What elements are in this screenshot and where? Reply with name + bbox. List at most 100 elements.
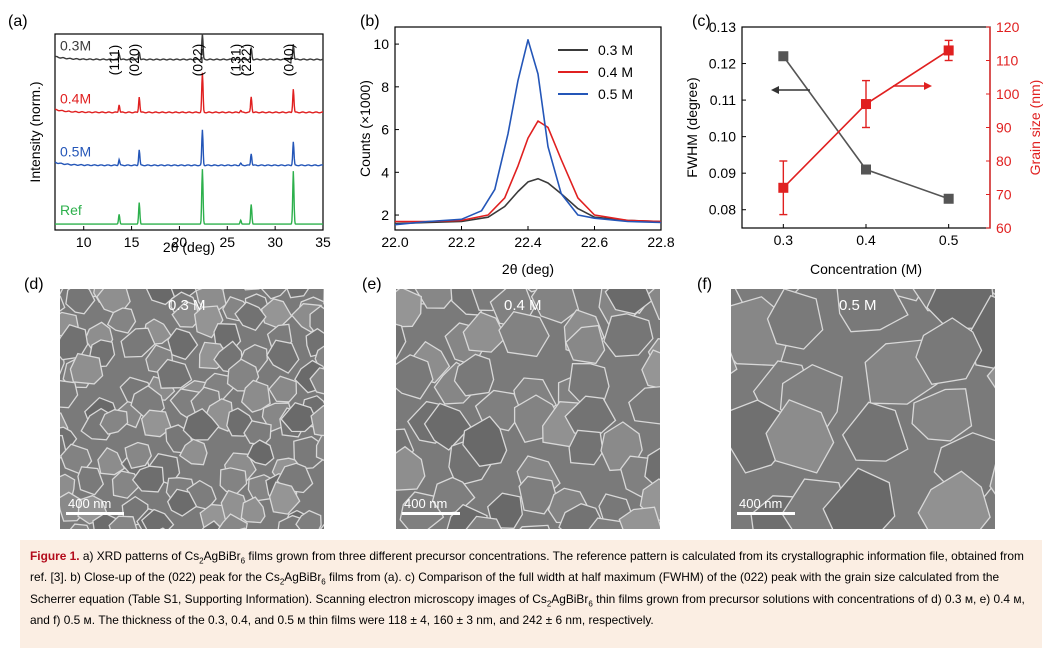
scale-bar: [402, 512, 460, 515]
y-axis-label: Intensity (norm.): [27, 81, 43, 182]
grain: [530, 289, 580, 324]
panel-label-b: (b): [360, 13, 380, 30]
y2-axis-label: Grain size (nm): [1027, 80, 1043, 176]
caption-text: films from (a). c) Comparison of the ful…: [30, 570, 1000, 606]
grain: [106, 307, 137, 334]
series-line-0-4M: [395, 120, 662, 223]
grain: [266, 339, 300, 374]
grain: [219, 467, 248, 495]
grain-marker: [778, 182, 789, 193]
x-tick-label: 20: [172, 234, 188, 250]
grain: [240, 379, 271, 413]
scale-bar: [66, 512, 124, 515]
grain: [396, 289, 422, 328]
peak-annotation: (020): [126, 44, 142, 77]
plot-frame: [54, 33, 324, 231]
series-line-0-5M: [394, 39, 662, 226]
caption-subscript: 2: [546, 599, 552, 609]
grain: [240, 496, 266, 524]
grain: [396, 445, 426, 491]
x-tick-label: 10: [76, 234, 92, 250]
x-axis-label: 2θ (deg): [163, 239, 215, 255]
x-axis-label: 2θ (deg): [502, 261, 554, 277]
series-line-0-3M: [394, 177, 662, 225]
grain: [268, 481, 301, 515]
series-line-0.5m: [54, 129, 324, 167]
grain: [60, 289, 64, 296]
legend-entry: 0.4 M: [598, 64, 633, 80]
y-tick-label: 0.09: [709, 165, 736, 181]
caption-text: AgBiBr: [284, 570, 322, 585]
peak-annotation: (040): [280, 44, 296, 77]
grain: [295, 509, 322, 529]
grain: [603, 313, 654, 358]
series-line-0.4m: [54, 72, 323, 114]
grain: [60, 380, 79, 409]
x-axis-label: Concentration (M): [810, 261, 922, 277]
y-tick-label: 0.12: [709, 56, 736, 72]
sem-image-0-5m: 0.5 M 400 nm: [731, 289, 995, 529]
series-label: 0.5M: [60, 143, 91, 159]
y-tick-label: 6: [381, 122, 389, 138]
x-tick-label: 22.8: [647, 234, 674, 250]
grain: [462, 311, 507, 353]
grain: [178, 438, 208, 466]
y-tick-label: 0.10: [709, 129, 736, 145]
grain: [310, 404, 324, 437]
caption-subscript: 2: [279, 577, 285, 587]
x-tick-label: 22.4: [514, 234, 541, 250]
grain: [519, 524, 550, 529]
y-tick-label: 0.08: [709, 202, 736, 218]
panel-label-a: (a): [8, 13, 28, 30]
figure-charts: (a) 10 15 20 25 30 35 2θ (deg) Intensity (norm.)…: [8, 13, 1043, 277]
grain: [396, 354, 434, 400]
grain: [65, 289, 96, 315]
grain: [453, 353, 495, 397]
y-tick-label: 0.11: [710, 92, 736, 108]
x-tick-label: 0.4: [856, 232, 876, 248]
grain: [917, 470, 991, 529]
grain: [99, 409, 129, 435]
grain: [989, 463, 995, 495]
sem-image-0-3m: 0.3 M 400 nm: [60, 289, 324, 529]
panel-label-d: (d): [24, 276, 44, 293]
x-tick-label: 22.6: [581, 234, 608, 250]
sem-label: 0.4 M: [504, 297, 542, 314]
scale-bar: [737, 512, 795, 515]
y2-tick-label: 110: [996, 53, 1019, 69]
peak-annotation: (022): [189, 44, 205, 77]
grain: [836, 289, 909, 333]
grain: [618, 506, 660, 529]
grain: [120, 327, 156, 358]
grain: [69, 523, 90, 529]
y2-tick-label: 60: [996, 220, 1012, 236]
grain: [915, 317, 983, 386]
series-label: Ref: [60, 202, 82, 218]
grain: [414, 289, 459, 309]
grain: [518, 475, 557, 515]
sem-grains: [731, 289, 995, 529]
figure-caption: Figure 1. a) XRD patterns of Cs2AgBiBr6 …: [20, 540, 1042, 648]
grain: [69, 352, 104, 385]
y-tick-label: 2: [381, 207, 389, 223]
grain: [309, 367, 324, 395]
grain: [604, 289, 653, 315]
caption-text: AgBiBr: [551, 591, 589, 606]
y-tick-label: 10: [373, 36, 389, 52]
left-axis-arrowhead: [771, 86, 779, 94]
y-tick-label: 8: [381, 79, 389, 95]
grain: [465, 515, 503, 529]
grain: [108, 515, 138, 529]
caption-text: a) XRD patterns of Cs: [82, 549, 200, 563]
grain: [182, 408, 220, 441]
grain: [765, 399, 835, 474]
peak-annotation: (222): [238, 44, 254, 77]
caption-text: AgBiBr: [203, 549, 241, 563]
grain: [647, 289, 660, 321]
legend-entry: 0.5 M: [598, 86, 633, 102]
grain: [268, 375, 298, 403]
y-tick-label: 0.13: [709, 19, 736, 35]
grain: [396, 323, 407, 361]
grain: [97, 446, 126, 476]
grain: [140, 409, 172, 438]
